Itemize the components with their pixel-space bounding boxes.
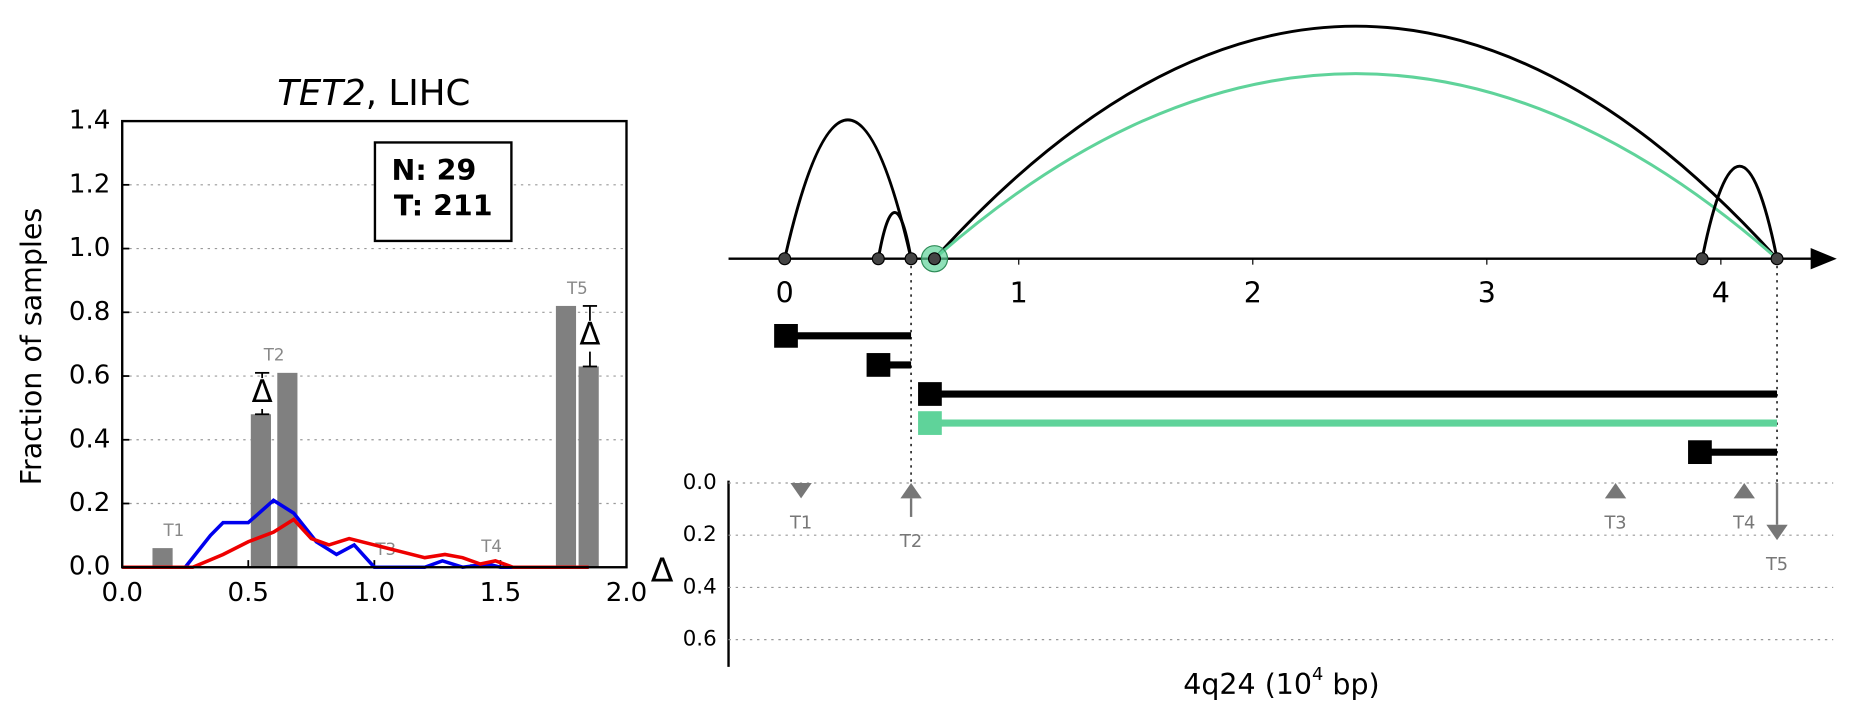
marker-label: T5: [1765, 554, 1788, 575]
bar: [277, 372, 298, 568]
delta-label: Δ: [252, 374, 273, 410]
marker: [1604, 482, 1627, 499]
transcript-start: [866, 353, 891, 377]
arc: [1700, 165, 1779, 260]
delta-label-bg: [576, 320, 603, 352]
transcript-start: [1688, 440, 1712, 465]
junction: [1770, 252, 1784, 266]
marker-label: T1: [789, 512, 812, 533]
marker: [790, 482, 812, 499]
y-axis-label: Fraction of samples: [15, 208, 48, 486]
x-axis-label: 4q24 (104 bp): [1183, 664, 1379, 701]
x-tick-label: 1.0: [354, 578, 396, 608]
bar: [555, 305, 577, 568]
bar-label: T5: [566, 279, 588, 298]
junction: [871, 252, 885, 266]
delta-label-bg: [249, 378, 276, 409]
x-tick-label: 4: [1712, 276, 1730, 309]
y-tick-label: 0.4: [69, 424, 111, 454]
x-tick-label: 1: [1010, 276, 1028, 309]
marker-label: T2: [899, 531, 922, 552]
x-tick-label: 2.0: [606, 578, 648, 608]
bar: [578, 366, 599, 568]
legend-text: T: 211: [394, 190, 493, 223]
x-tick-label: 0.0: [101, 578, 142, 608]
y-tick-label: 0.0: [69, 552, 111, 582]
arc: [933, 24, 1779, 260]
y-tick-label: 1.0: [69, 233, 111, 263]
transcript-start: [774, 323, 798, 348]
x-tick-label: 0: [776, 276, 794, 309]
bar-label: T2: [263, 346, 285, 365]
y-tick-label: 1.4: [69, 106, 111, 136]
transcript-start: [918, 382, 942, 406]
bar: [152, 548, 173, 568]
x-tick-label: 0.5: [228, 578, 270, 608]
marker-label: T3: [1603, 512, 1626, 533]
bar-label: T4: [480, 537, 502, 556]
y-tick-label: 0.8: [69, 297, 111, 327]
axis-arrow: [1810, 248, 1837, 270]
arc: [783, 118, 913, 260]
transcript-start: [918, 411, 942, 435]
legend-text: N: 29: [392, 154, 477, 187]
delta-tick-label: 0.2: [683, 522, 717, 547]
arc: [933, 72, 1779, 260]
x-label-main: 4q24 (10: [1183, 668, 1312, 701]
marker: [1766, 524, 1788, 541]
junction: [1695, 252, 1709, 266]
line-series: [122, 517, 589, 570]
marker: [1733, 482, 1755, 499]
bar: [250, 414, 271, 568]
plot-frame: [121, 119, 628, 569]
y-tick-label: 0.2: [69, 488, 111, 518]
line-series: [122, 498, 589, 570]
delta-tick-label: 0.0: [683, 470, 717, 495]
y-tick-label: 0.6: [69, 361, 111, 391]
x-tick-label: 2: [1244, 276, 1262, 309]
legend-box: [373, 141, 513, 243]
y-tick-label: 1.2: [69, 169, 111, 199]
junction: [927, 252, 942, 266]
x-tick-label: 3: [1478, 276, 1496, 309]
junction: [904, 252, 918, 266]
x-label-end: bp): [1323, 668, 1379, 701]
arc: [876, 210, 913, 259]
delta-tick-label: 0.6: [683, 627, 717, 652]
bar-label: T1: [163, 521, 185, 540]
marker-label: T4: [1732, 512, 1755, 533]
delta-label: Δ: [579, 317, 600, 353]
x-tick-label: 1.5: [480, 578, 522, 608]
junction: [778, 252, 792, 266]
chart-title: TET2, LIHC: [277, 73, 470, 114]
marker: [900, 482, 922, 499]
x-label-sup: 4: [1312, 664, 1323, 685]
delta-axis-label: Δ: [651, 550, 674, 589]
delta-tick-label: 0.4: [683, 574, 717, 599]
title-gene: TET2: [277, 73, 366, 114]
title-rest: , LIHC: [366, 73, 471, 114]
